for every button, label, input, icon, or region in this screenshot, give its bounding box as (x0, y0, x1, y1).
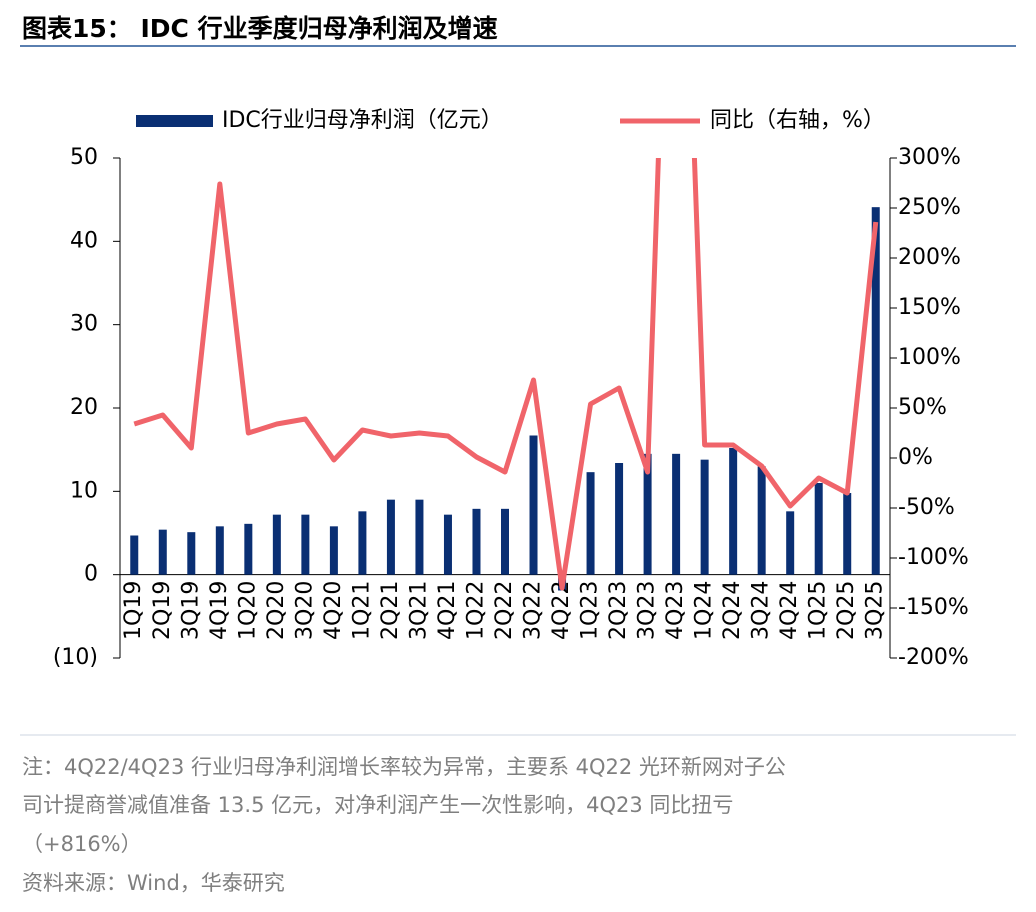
x-tick-label: 1Q20 (235, 581, 260, 640)
y-tick-label: 10 (70, 478, 98, 503)
note: 司计提商誉减值准备 13.5 亿元，对净利润产生一次性影响，4Q23 同比扭亏 (22, 793, 733, 817)
bar (215, 526, 224, 575)
bar (757, 466, 766, 575)
bar (158, 529, 167, 575)
x-tick-label: 4Q19 (207, 581, 232, 640)
x-tick-label: 3Q21 (406, 581, 431, 640)
bar (729, 448, 738, 575)
y-tick-label: 0 (84, 562, 98, 587)
x-tick-label: 3Q25 (863, 581, 888, 640)
line (133, 158, 879, 591)
x-tick-label: 1Q23 (578, 581, 603, 640)
x-tick-label: 2Q19 (150, 581, 175, 640)
bar (329, 526, 338, 575)
x-tick-label: 3Q19 (178, 581, 203, 640)
y2-tick-label: 250% (898, 195, 961, 220)
y-tick-label: 30 (70, 312, 98, 337)
x-tick-label: 3Q20 (292, 581, 317, 640)
bar (843, 493, 852, 575)
bar (615, 463, 624, 575)
y2-tick-label: -200% (898, 645, 969, 670)
legend-swatch (136, 115, 213, 127)
x-tick-label: 2Q24 (720, 581, 745, 640)
y2-tick-label: -100% (898, 545, 969, 570)
x-tick-label: 1Q21 (349, 581, 374, 640)
bar (529, 435, 538, 575)
x-tick-label: 1Q24 (692, 581, 717, 640)
bar (187, 532, 196, 575)
y2-tick-label: 150% (898, 295, 961, 320)
bar (272, 514, 281, 575)
bar (586, 472, 595, 575)
x-tick-label: 4Q20 (321, 581, 346, 640)
bar (786, 511, 795, 575)
y-tick-label: 50 (70, 145, 98, 170)
legend-label: 同比（右轴，%） (710, 108, 885, 133)
note: 注：4Q22/4Q23 行业归母净利润增长率较为异常，主要系 4Q22 光环新网… (22, 755, 786, 779)
bar (130, 535, 139, 575)
x-tick-label: 2Q25 (834, 581, 859, 640)
x-tick-label: 2Q21 (378, 581, 403, 640)
x-tick-label: 3Q22 (521, 581, 546, 640)
y-tick-label: (10) (53, 645, 98, 670)
source: 资料来源：Wind，华泰研究 (22, 871, 285, 895)
line-clip (133, 158, 879, 591)
x-tick-label: 4Q22 (549, 581, 574, 640)
bar (871, 207, 880, 575)
title: 图表15： IDC 行业季度归母净利润及增速 (22, 14, 498, 43)
legend-label: IDC行业归母净利润（亿元） (222, 108, 503, 133)
y2-tick-label: 200% (898, 245, 961, 270)
x-tick-label: 4Q21 (435, 581, 460, 640)
bar (814, 483, 823, 575)
x-tick-label: 2Q23 (606, 581, 631, 640)
bar (301, 514, 310, 575)
y-tick-label: 20 (70, 395, 98, 420)
x-tick-label: 2Q20 (264, 581, 289, 640)
x-tick-label: 4Q24 (777, 581, 802, 640)
bar (443, 514, 452, 575)
x-tick-label: 2Q22 (492, 581, 517, 640)
bar (501, 508, 509, 575)
y2-tick-label: -150% (898, 595, 969, 620)
bar (672, 453, 681, 575)
y2-tick-label: 300% (898, 145, 961, 170)
bar (472, 508, 481, 575)
bar (386, 499, 395, 575)
bar (415, 499, 424, 575)
y2-tick-label: 0% (898, 445, 933, 470)
x-tick-label: 3Q24 (749, 581, 774, 640)
x-tick-label: 1Q25 (806, 581, 831, 640)
y2-tick-label: -50% (898, 495, 955, 520)
note: （+816%） (22, 832, 142, 856)
bar (700, 459, 709, 575)
y-tick-label: 40 (70, 228, 98, 253)
x-tick-label: 1Q19 (121, 581, 146, 640)
x-tick-label: 4Q23 (663, 581, 688, 640)
bar (358, 511, 367, 575)
y2-tick-label: 50% (898, 395, 947, 420)
bar (643, 453, 652, 575)
y2-tick-label: 100% (898, 345, 961, 370)
x-tick-label: 1Q22 (463, 581, 488, 640)
x-tick-label: 3Q23 (635, 581, 660, 640)
bar (244, 523, 253, 575)
